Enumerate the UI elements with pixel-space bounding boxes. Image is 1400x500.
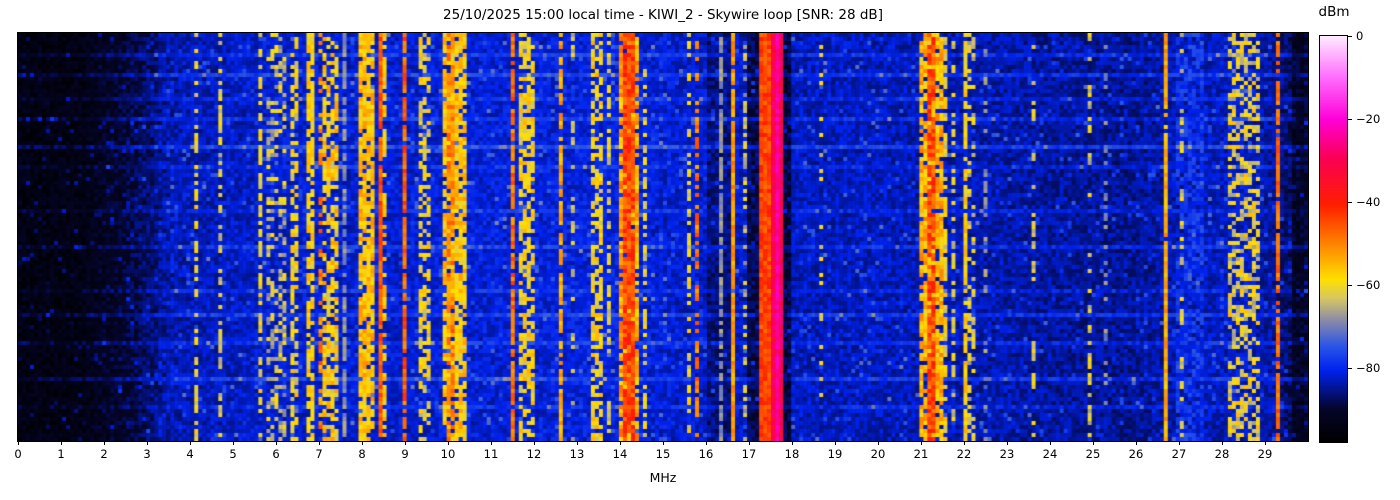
chart-title: 25/10/2025 15:00 local time - KIWI_2 - S… — [443, 7, 883, 23]
x-tick-label: 28 — [1214, 447, 1230, 461]
x-tick-label: 23 — [999, 447, 1015, 461]
colorbar-tick-label: 0 — [1356, 28, 1364, 43]
x-tick-label: 27 — [1171, 447, 1187, 461]
x-tick-label: 7 — [315, 447, 323, 461]
x-tick-label: 12 — [526, 447, 542, 461]
x-axis-label: MHz — [649, 470, 677, 485]
x-tick-label: 0 — [14, 447, 22, 461]
x-tick-label: 18 — [784, 447, 800, 461]
x-tick-label: 25 — [1085, 447, 1101, 461]
waterfall-canvas — [18, 33, 1308, 441]
x-tick-label: 24 — [1042, 447, 1058, 461]
colorbar-tick-label: −20 — [1356, 111, 1381, 126]
x-tick-label: 17 — [741, 447, 757, 461]
colorbar-label: dBm — [1318, 4, 1350, 20]
x-tick-label: 5 — [229, 447, 237, 461]
colorbar — [1319, 35, 1348, 443]
x-tick-label: 9 — [401, 447, 409, 461]
x-tick-label: 21 — [913, 447, 929, 461]
x-tick-label: 10 — [440, 447, 456, 461]
colorbar-tick-label: −60 — [1356, 277, 1381, 292]
x-tick-label: 15 — [655, 447, 671, 461]
colorbar-tick-label: −80 — [1356, 360, 1381, 375]
x-tick-label: 26 — [1128, 447, 1144, 461]
colorbar-canvas — [1320, 36, 1347, 442]
x-tick-label: 2 — [100, 447, 108, 461]
x-tick-label: 1 — [57, 447, 65, 461]
x-tick-label: 13 — [569, 447, 585, 461]
x-tick-label: 19 — [827, 447, 843, 461]
x-tick-label: 11 — [483, 447, 499, 461]
colorbar-tick-mark — [1347, 36, 1352, 37]
x-tick-label: 20 — [870, 447, 886, 461]
colorbar-tick-mark — [1347, 119, 1352, 121]
x-tick-label: 3 — [143, 447, 151, 461]
x-tick-label: 16 — [698, 447, 714, 461]
x-tick-label: 4 — [186, 447, 194, 461]
colorbar-tick-mark — [1347, 368, 1352, 370]
x-tick-label: 8 — [358, 447, 366, 461]
x-tick-label: 29 — [1257, 447, 1273, 461]
x-tick-label: 22 — [956, 447, 972, 461]
colorbar-tick-mark — [1347, 202, 1352, 204]
waterfall-plot — [17, 32, 1309, 442]
colorbar-tick-mark — [1347, 285, 1352, 287]
x-tick-label: 14 — [612, 447, 628, 461]
x-tick-label: 6 — [272, 447, 280, 461]
colorbar-tick-label: −40 — [1356, 194, 1381, 209]
